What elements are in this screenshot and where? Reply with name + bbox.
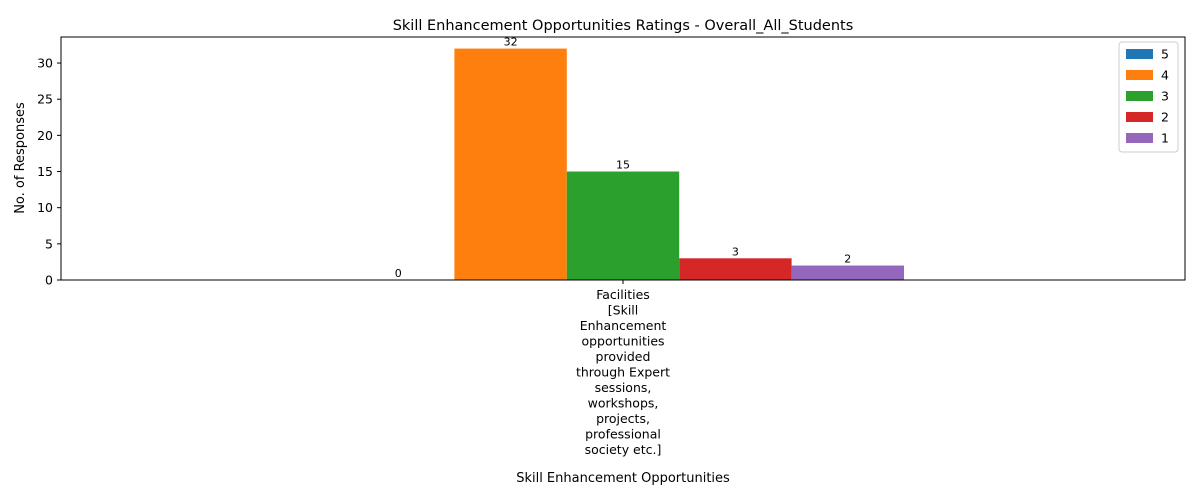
data-label-rating-5: 0 (395, 267, 402, 280)
bars-layer (454, 48, 904, 281)
x-tick-label-line: Enhancement (580, 318, 667, 333)
y-tick-label: 0 (45, 273, 53, 288)
data-label-rating-1: 2 (844, 253, 851, 266)
legend-swatch-3 (1126, 91, 1153, 101)
x-tick-label-line: projects, (596, 411, 650, 426)
y-tick-label: 30 (37, 56, 53, 71)
y-tick-label: 5 (45, 236, 53, 251)
data-label-rating-4: 32 (504, 36, 518, 49)
y-tick-label: 20 (37, 128, 53, 143)
x-tick-label-line: Facilities (596, 287, 650, 302)
data-label-rating-3: 15 (616, 159, 630, 172)
x-tick-label-line: provided (596, 349, 651, 364)
y-tick-label: 15 (37, 164, 53, 179)
legend-swatch-1 (1126, 133, 1153, 143)
legend-label-4: 4 (1161, 68, 1169, 83)
chart-title: Skill Enhancement Opportunities Ratings … (393, 18, 854, 34)
x-tick-label: Facilities [Skill Enhancement opportunities… (576, 287, 670, 457)
x-tick-label-line: society etc.] (585, 442, 662, 457)
plot-frame (60, 36, 1186, 281)
x-tick-label-line: workshops, (588, 396, 659, 411)
x-tick-label-line: professional (585, 427, 661, 442)
legend: 5 4 3 2 1 (1118, 41, 1179, 153)
legend-swatch-2 (1126, 112, 1153, 122)
bar-rating-1 (791, 265, 904, 280)
bar-rating-4 (454, 48, 567, 281)
bar-rating-3 (566, 171, 680, 280)
y-axis-label: No. of Responses (13, 102, 28, 214)
data-label-rating-2: 3 (732, 245, 739, 258)
legend-swatch-5 (1126, 49, 1153, 59)
legend-swatch-4 (1126, 70, 1153, 80)
y-tick-label: 25 (37, 92, 53, 107)
legend-label-3: 3 (1161, 89, 1169, 104)
legend-label-2: 2 (1161, 110, 1169, 125)
y-tick-label: 10 (37, 200, 53, 215)
x-axis-label: Skill Enhancement Opportunities (516, 471, 730, 486)
x-tick-label-line: [Skill (608, 303, 638, 318)
legend-label-1: 1 (1161, 131, 1169, 146)
x-axis: Facilities [Skill Enhancement opportunities… (576, 280, 670, 457)
y-axis: 0 5 10 15 20 25 30 (37, 56, 61, 288)
legend-label-5: 5 (1161, 47, 1169, 62)
x-tick-label-line: opportunities (581, 334, 664, 349)
x-tick-label-line: through Expert (576, 365, 670, 380)
bar-rating-2 (679, 258, 792, 280)
x-tick-label-line: sessions, (595, 380, 652, 395)
